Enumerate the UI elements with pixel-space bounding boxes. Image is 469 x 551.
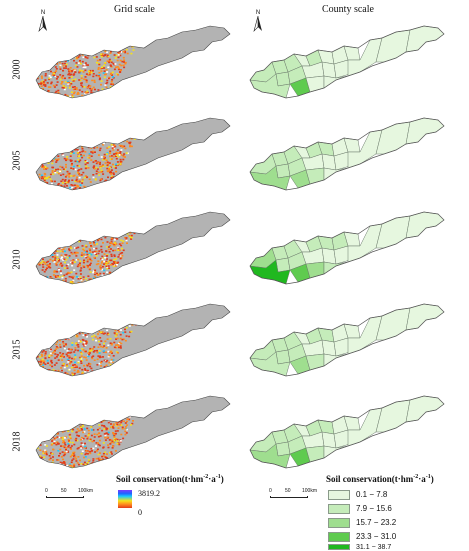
year-label-2000: 2000 [12, 55, 23, 85]
legend-swatch [328, 504, 350, 514]
county-legend-item: 23.3 − 31.0 [328, 530, 396, 543]
county-polygon [276, 72, 290, 86]
grid-legend-max: 3819.2 [138, 489, 160, 498]
county-polygon [324, 262, 348, 274]
scale-bar-county: 0 50 100km [270, 488, 322, 498]
scale-tick-100: 100km [302, 488, 317, 494]
county-polygon [324, 446, 348, 458]
county-map-2018 [246, 392, 446, 472]
county-legend-title: Soil conservation(t·hm-2·a-1) [326, 474, 434, 484]
county-polygon [324, 76, 348, 88]
year-label-2018: 2018 [12, 427, 23, 457]
county-polygon [376, 216, 410, 248]
grid-region-base [36, 212, 230, 284]
year-label-2005: 2005 [12, 146, 23, 176]
county-polygon [276, 258, 290, 272]
grid-map-2005 [32, 114, 232, 194]
legend-swatch [328, 490, 350, 500]
scale-tick-50: 50 [285, 488, 291, 494]
grid-map-2000 [32, 22, 232, 102]
county-map-2005 [246, 114, 446, 194]
county-polygon [376, 400, 410, 432]
scale-tick-100: 100km [78, 488, 93, 494]
county-polygon [406, 118, 444, 144]
county-polygon [376, 308, 410, 340]
county-map-2010 [246, 208, 446, 288]
county-polygon [276, 442, 290, 456]
county-scale-title: County scale [322, 4, 374, 15]
county-legend-item: 7.9 − 15.6 [328, 502, 392, 515]
grid-color-ramp [118, 490, 132, 508]
county-polygon [324, 168, 348, 180]
year-label-2015: 2015 [12, 335, 23, 365]
county-polygon [376, 122, 410, 154]
grid-legend-min: 0 [138, 508, 142, 517]
scale-tick-50: 50 [61, 488, 67, 494]
county-polygon [276, 350, 290, 364]
county-legend-item: 15.7 − 23.2 [328, 516, 396, 529]
county-map-2000 [246, 22, 446, 102]
year-label-2010: 2010 [12, 245, 23, 275]
legend-swatch [328, 532, 350, 542]
county-polygon [324, 354, 348, 366]
grid-region-base [36, 396, 230, 468]
grid-legend-title: Soil conservation(t·hm-2·a-1) [116, 474, 224, 484]
grid-map-2018 [32, 392, 232, 472]
county-legend-item: 31.1 − 38.7 [328, 544, 391, 550]
scale-tick-0: 0 [269, 488, 272, 494]
county-polygon [406, 304, 444, 330]
grid-map-2010 [32, 208, 232, 288]
county-polygon [406, 396, 444, 422]
legend-swatch [328, 518, 350, 528]
grid-scale-title: Grid scale [114, 4, 155, 15]
county-polygon [406, 26, 444, 52]
grid-map-2015 [32, 300, 232, 380]
legend-swatch [328, 544, 350, 550]
scale-bar-grid: 0 50 100km [46, 488, 98, 498]
county-legend-item: 0.1 − 7.8 [328, 488, 387, 501]
county-map-2015 [246, 300, 446, 380]
scale-tick-0: 0 [45, 488, 48, 494]
county-polygon [376, 30, 410, 62]
county-polygon [276, 164, 290, 178]
county-polygon [406, 212, 444, 238]
